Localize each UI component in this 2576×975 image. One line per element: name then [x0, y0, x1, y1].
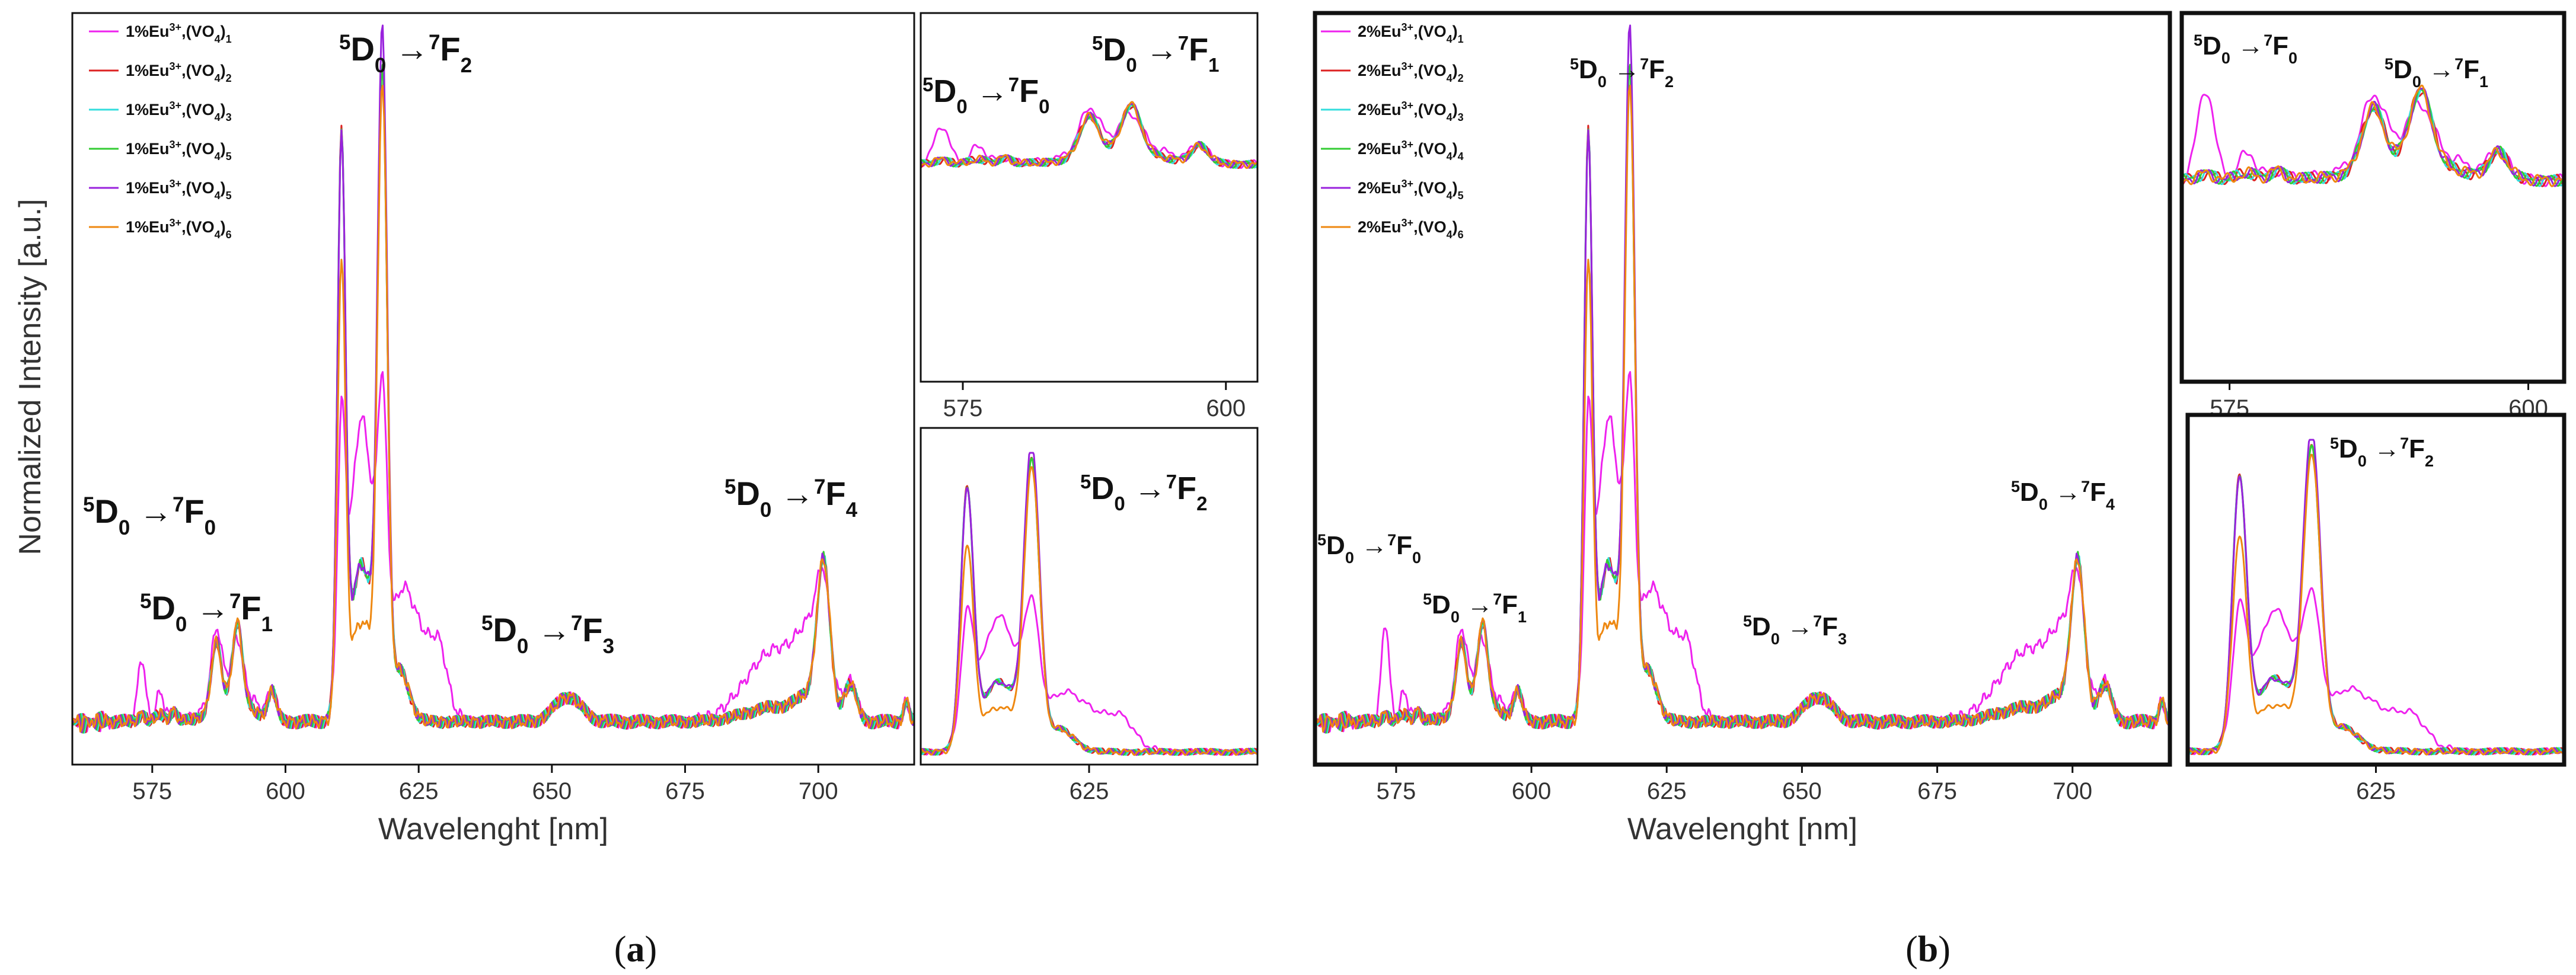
inset-background — [921, 13, 1257, 382]
series-line — [2182, 84, 2564, 187]
legend-label: 1%Eu3+,(VO4)1 — [126, 21, 232, 45]
inset-f2: 625 5D0 →7F2 — [2185, 413, 2567, 804]
series-line — [1315, 85, 2170, 733]
inset-series — [2188, 439, 2564, 756]
panel-b: 575 600 625 650 675 700 Wavelenght [nm] 2%Eu3+,… — [1313, 11, 2567, 970]
inset-transition-label: 5D0 →7F0 — [2194, 31, 2297, 67]
legend-entry: 2%Eu3+,(VO4)2 — [1321, 60, 1464, 84]
main-plot: 575 600 625 650 675 700 Wavelenght [nm] 2%Eu3+,… — [1313, 11, 2172, 846]
inset-frame — [2179, 11, 2567, 384]
legend-entry: 2%Eu3+,(VO4)4 — [1321, 139, 1464, 162]
transition-label: 5D0 →7F3 — [1743, 612, 1847, 648]
legend-label: 2%Eu3+,(VO4)3 — [1358, 100, 1464, 123]
legend-label: 1%Eu3+,(VO4)3 — [126, 100, 232, 123]
panel-label: (b) — [1905, 929, 1951, 970]
legend-label: 2%Eu3+,(VO4)5 — [1358, 178, 1464, 202]
x-tick-label: 625 — [399, 778, 439, 804]
series-line — [921, 466, 1257, 756]
series-line — [1315, 371, 2170, 733]
legend-entry: 1%Eu3+,(VO4)5 — [89, 178, 232, 202]
panel-label: (a) — [614, 929, 657, 970]
transition-label: 5D0 →7F1 — [140, 589, 273, 636]
inset-transition-label: 5D0 →7F2 — [1080, 471, 1207, 514]
legend-label: 2%Eu3+,(VO4)4 — [1358, 139, 1464, 162]
transition-label: 5D0 →7F0 — [83, 493, 216, 539]
series-line — [2182, 87, 2564, 187]
transition-label: 5D0 →7F4 — [2011, 478, 2115, 513]
x-tick-label: 700 — [2052, 778, 2092, 804]
main-series — [72, 24, 914, 734]
inset-series — [2182, 84, 2564, 187]
inset-transition-label: 5D0 →7F2 — [2330, 434, 2434, 470]
x-tick-label: 675 — [665, 778, 705, 804]
transition-label: 5D0 →7F2 — [1570, 55, 1674, 91]
inset-background — [2182, 13, 2564, 382]
series-line — [921, 103, 1257, 169]
plot-background — [1315, 13, 2170, 765]
legend-label: 2%Eu3+,(VO4)2 — [1358, 60, 1464, 84]
x-tick-label: 625 — [2356, 778, 2396, 804]
transition-label: 5D0 →7F2 — [339, 30, 472, 77]
legend-label: 1%Eu3+,(VO4)5 — [126, 139, 232, 162]
legend-entry: 2%Eu3+,(VO4)1 — [1321, 21, 1464, 45]
x-tick-label: 625 — [1070, 778, 1109, 804]
x-tick-label: 700 — [799, 778, 838, 804]
legend-entry: 1%Eu3+,(VO4)1 — [89, 21, 232, 45]
inset-transition-label: 5D0 →7F1 — [1092, 32, 1219, 76]
series-line — [2188, 453, 2564, 756]
inset-series — [921, 101, 1257, 169]
plot-background — [72, 13, 914, 765]
x-tick-label: 575 — [1377, 778, 1416, 804]
inset-f0-f1: 575 600 5D0 →7F0 5D0 →7F1 — [920, 12, 1259, 421]
inset-transition-label: 5D0 →7F1 — [2385, 55, 2488, 91]
panel-a: 575 600 625 650 675 700 Wavelenght [nm] Normali… — [13, 12, 1259, 970]
legend-label: 1%Eu3+,(VO4)5 — [126, 178, 232, 202]
main-series — [1315, 24, 2170, 734]
x-tick-label: 675 — [1917, 778, 1957, 804]
legend-entry: 2%Eu3+,(VO4)6 — [1321, 217, 1464, 241]
legend-entry: 1%Eu3+,(VO4)5 — [89, 139, 232, 162]
transition-label: 5D0 →7F1 — [1423, 590, 1527, 626]
transition-label: 5D0 →7F4 — [724, 475, 858, 522]
x-tick-label: 625 — [1647, 778, 1687, 804]
x-tick-label: 650 — [1782, 778, 1822, 804]
main-plot: 575 600 625 650 675 700 Wavelenght [nm] Normali… — [13, 12, 915, 846]
x-tick-label: 650 — [532, 778, 572, 804]
legend: 2%Eu3+,(VO4)1 2%Eu3+,(VO4)2 2%Eu3+,(VO4)3 2… — [1321, 21, 1464, 241]
x-axis-label: Wavelenght [nm] — [378, 812, 608, 846]
inset-background — [2188, 415, 2564, 765]
legend-entry: 2%Eu3+,(VO4)5 — [1321, 178, 1464, 202]
legend-label: 1%Eu3+,(VO4)2 — [126, 60, 232, 84]
inset-transition-label: 5D0 →7F0 — [922, 73, 1049, 117]
plot-frame — [1313, 11, 2172, 767]
x-tick-label: 600 — [1206, 395, 1246, 421]
legend-label: 2%Eu3+,(VO4)1 — [1358, 21, 1464, 45]
inset-frame — [920, 12, 1259, 383]
inset-background — [921, 428, 1257, 765]
legend-label: 1%Eu3+,(VO4)6 — [126, 217, 232, 241]
inset-series — [921, 452, 1257, 756]
transition-label: 5D0 →7F3 — [481, 611, 614, 658]
transition-label: 5D0 →7F0 — [1317, 531, 1421, 567]
plot-frame — [71, 12, 915, 766]
x-tick-label: 575 — [943, 395, 983, 421]
legend-entry: 1%Eu3+,(VO4)2 — [89, 60, 232, 84]
legend-entry: 1%Eu3+,(VO4)3 — [89, 100, 232, 123]
inset-f2: 625 5D0 →7F2 — [920, 427, 1259, 804]
x-tick-label: 600 — [266, 778, 305, 804]
series-line — [72, 85, 914, 733]
legend-entry: 2%Eu3+,(VO4)3 — [1321, 100, 1464, 123]
x-tick-label: 600 — [1512, 778, 1552, 804]
legend-entry: 1%Eu3+,(VO4)6 — [89, 217, 232, 241]
legend: 1%Eu3+,(VO4)1 1%Eu3+,(VO4)2 1%Eu3+,(VO4)3 1… — [89, 21, 232, 241]
x-tick-label: 575 — [132, 778, 172, 804]
series-line — [72, 371, 914, 733]
series-line — [921, 101, 1257, 169]
x-axis-label: Wavelenght [nm] — [1627, 812, 1857, 846]
legend-label: 2%Eu3+,(VO4)6 — [1358, 217, 1464, 241]
y-axis-label: Normalized Intensity [a.u.] — [13, 199, 47, 555]
